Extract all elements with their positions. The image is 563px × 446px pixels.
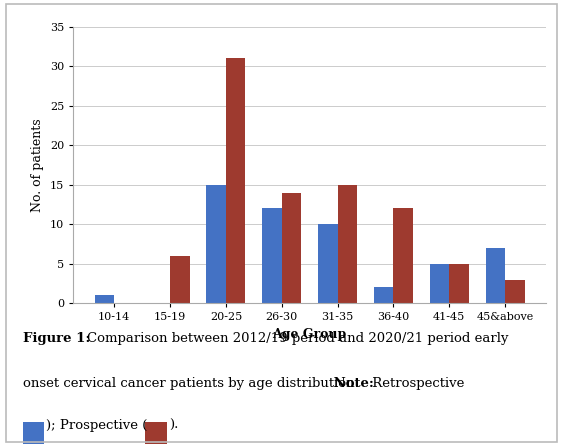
- Text: Note:: Note:: [329, 377, 374, 390]
- Bar: [505, 280, 525, 303]
- Text: Figure 1:: Figure 1:: [23, 332, 90, 345]
- Text: ).: ).: [169, 419, 178, 432]
- Bar: [207, 185, 226, 303]
- Y-axis label: No. of patients: No. of patients: [32, 118, 44, 212]
- Bar: [485, 248, 505, 303]
- Text: onset cervical cancer patients by age distribution.: onset cervical cancer patients by age di…: [23, 377, 359, 390]
- Bar: [338, 185, 357, 303]
- Bar: [170, 256, 190, 303]
- Bar: [95, 295, 114, 303]
- Bar: [226, 58, 245, 303]
- Bar: [430, 264, 449, 303]
- Text: ); Prospective (: ); Prospective (: [46, 419, 148, 432]
- Bar: [394, 208, 413, 303]
- Bar: [282, 193, 301, 303]
- Text: Comparison between 2012/19 period and 2020/21 period early: Comparison between 2012/19 period and 20…: [87, 332, 509, 345]
- Bar: [262, 208, 282, 303]
- Bar: [449, 264, 469, 303]
- Bar: [374, 288, 394, 303]
- Bar: [318, 224, 338, 303]
- Text: Retrospective: Retrospective: [368, 377, 464, 390]
- X-axis label: Age Group: Age Group: [272, 328, 347, 341]
